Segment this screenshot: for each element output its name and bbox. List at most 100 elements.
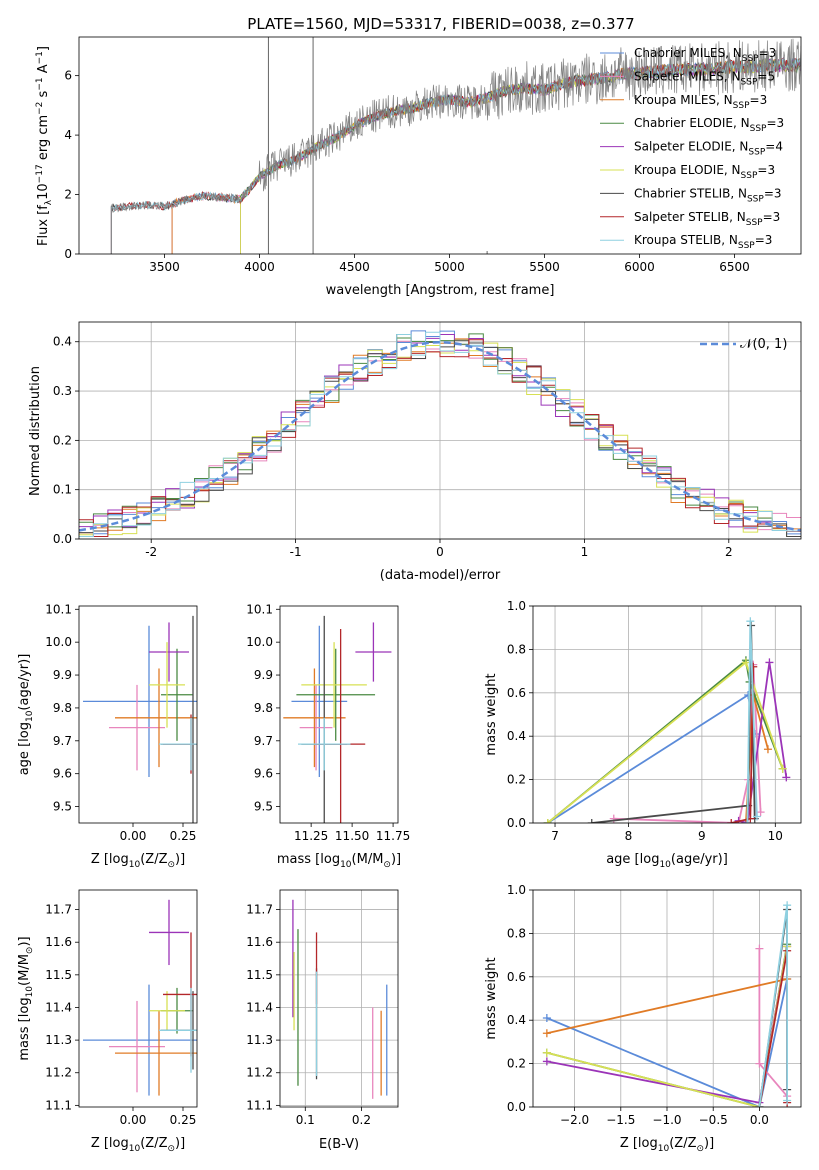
- weight-vs-Z-panel: −2.0 −1.5 −1.0 −0.5 0.0 0.0 0.2 0.4 0.6 0.8 1.0 Z […: [484, 883, 802, 1154]
- weight-marker: [783, 1096, 792, 1105]
- age-vs-mass-frame: 11.25 11.50 11.75 9.5 9.6 9.7 9.8 9.9 10.0 10.1 ma…: [246, 602, 410, 870]
- mass-vs-EBV-panel: 0.1 0.2 11.1 11.2 11.3 11.4 11.5 11.6 11.7 E(B-V): [246, 889, 399, 1152]
- y-tick-label: 11.6: [246, 935, 273, 949]
- weight-line-kroupa-stelib: [758, 905, 788, 1107]
- age-vs-Z-frame: 0.00 0.25 9.5 9.6 9.7 9.8 9.9 10.0 10.1 Z [log10(…: [17, 602, 198, 870]
- spectrum-panel: 3500 4000 4500 5000 5500 6000 6500 0 2 4 6 Chabrier…: [35, 36, 802, 298]
- errorbar-point: [83, 984, 197, 1096]
- x-tick-label: 0.2: [352, 1113, 371, 1127]
- x-tick-label: 5000: [434, 260, 465, 274]
- mass-vs-EBV-plot-area: [292, 899, 388, 1099]
- errorbar-point: [115, 1010, 197, 1096]
- age-vs-Z-plot-area: [83, 615, 197, 823]
- mass-vs-Z-y-axis-label: mass [log10(M/M⊙)]: [17, 936, 35, 1060]
- weight-marker: [765, 658, 774, 667]
- mass-vs-Z-x-axis-label: Z [log10(Z/Z⊙)]: [91, 1136, 185, 1154]
- weight-line-salpeter-elodie: [738, 662, 788, 823]
- x-tick-label: 0.25: [170, 1113, 197, 1127]
- weight-vs-Z-frame: −2.0 −1.5 −1.0 −0.5 0.0 0.0 0.2 0.4 0.6 0.8 1.0 Z […: [484, 883, 802, 1154]
- errorbar-point: [159, 987, 197, 1073]
- weight-line-chabrier-miles: [547, 693, 756, 823]
- y-tick-label: 11.3: [45, 1033, 72, 1047]
- legend-entry: Kroupa MILES, NSSP=3: [634, 93, 767, 111]
- x-tick-label: 4500: [339, 260, 370, 274]
- x-tick-label: 0: [436, 545, 444, 559]
- weight-marker: [752, 812, 761, 821]
- residuals-axes-frame: [78, 321, 802, 540]
- errorbar-point: [355, 622, 392, 682]
- y-tick-label: 9.8: [254, 701, 273, 715]
- x-tick-label: −2.0: [560, 1113, 589, 1127]
- y-tick-label: 11.4: [246, 1000, 273, 1014]
- errorbar-point: [115, 668, 197, 768]
- y-tick-label: 0.2: [507, 1057, 526, 1071]
- y-tick-label: 4: [64, 128, 72, 142]
- y-tick-label: 11.5: [45, 968, 72, 982]
- residual-hist-kroupa-stelib: [79, 331, 801, 538]
- weight-line-chabrier-miles: [546, 978, 788, 1107]
- y-tick-label: 0.6: [507, 970, 526, 984]
- x-tick-label: 4000: [244, 260, 275, 274]
- errorbar-point: [149, 642, 185, 728]
- legend-entry: Kroupa STELIB, NSSP=3: [634, 233, 772, 251]
- weight-vs-Z-grid: [533, 889, 801, 1108]
- age-vs-Z-x-axis-label: Z [log10(Z/Z⊙)]: [91, 852, 185, 870]
- mass-vs-EBV-grid: [280, 890, 398, 1107]
- weight-vs-Z-x-axis-label: Z [log10(Z/Z⊙)]: [620, 1136, 714, 1154]
- weight-marker: [741, 658, 750, 667]
- weight-marker: [746, 617, 755, 626]
- age-vs-mass-x-axis-label: mass [log10(M/M⊙)]: [277, 852, 401, 870]
- errorbar-point: [291, 625, 348, 777]
- spectrum-legend: Chabrier MILES, NSSP=3 Salpeter MILES, NS…: [600, 46, 784, 251]
- y-tick-label: 11.5: [246, 968, 273, 982]
- weight-vs-age-y-axis-label: mass weight: [484, 673, 499, 755]
- mass-vs-EBV-x-axis-label: E(B-V): [319, 1137, 359, 1152]
- weight-vs-Z-plot-area: [542, 901, 792, 1107]
- residuals-frame: -2 -1 0 1 2 0.0 0.1 0.2 0.3 0.4 𝒩(0, 1) (data-model…: [28, 321, 802, 583]
- y-tick-label: 6: [64, 69, 72, 83]
- spectrum-y-axis-label: Flux [fλ10−17 erg cm−2 s−1 A−1]: [35, 46, 54, 246]
- x-tick-label: -2: [145, 545, 157, 559]
- x-tick-label: 9: [698, 829, 706, 843]
- y-tick-label: 0: [64, 247, 72, 261]
- y-tick-label: 0.4: [507, 1013, 526, 1027]
- x-tick-label: 10: [768, 829, 783, 843]
- y-tick-label: 1.0: [507, 883, 526, 897]
- weight-marker: [727, 819, 736, 823]
- weight-marker: [763, 745, 772, 754]
- y-tick-label: 11.1: [45, 1098, 72, 1112]
- errorbar-point: [296, 648, 376, 741]
- weight-vs-age-frame: 7 8 9 10 0.0 0.2 0.4 0.6 0.8 1.0 age [log10(age/yr…: [484, 599, 802, 870]
- y-tick-label: 0.0: [507, 1100, 526, 1114]
- model-spectrum-salpeter-miles: [171, 58, 801, 254]
- x-tick-label: 5500: [529, 260, 560, 274]
- residuals-plot-area: [79, 330, 801, 538]
- errorbar-point: [109, 1000, 165, 1093]
- model-spectrum-salpeter-stelib: [110, 57, 801, 254]
- weight-marker: [542, 1014, 551, 1023]
- y-tick-label: 11.2: [45, 1066, 72, 1080]
- residual-hist-salpeter-stelib: [79, 339, 801, 538]
- mass-vs-Z-axes-frame: [78, 889, 198, 1108]
- weight-marker: [542, 1029, 551, 1038]
- x-tick-label: 6500: [719, 260, 750, 274]
- weight-marker: [778, 764, 787, 773]
- age-vs-Z-y-axis-label: age [log10(age/yr)]: [17, 654, 35, 776]
- residuals-y-axis-label: Normed distribution: [28, 366, 43, 496]
- weight-marker: [755, 1059, 764, 1068]
- errorbar-point: [109, 684, 165, 771]
- x-tick-label: 0.0: [750, 1113, 769, 1127]
- y-tick-label: 11.7: [246, 903, 273, 917]
- weight-vs-age-x-axis-label: age [log10(age/yr)]: [606, 852, 728, 870]
- weight-vs-age-axes-frame: [532, 605, 802, 824]
- mass-vs-Z-panel: 0.00 0.25 11.1 11.2 11.3 11.4 11.5 11.6 11.7 Z [l…: [17, 889, 198, 1154]
- legend-entry: Kroupa ELODIE, NSSP=3: [634, 163, 775, 181]
- age-vs-Z-axes-frame: [78, 605, 198, 824]
- y-tick-label: 10.0: [45, 635, 72, 649]
- y-tick-label: 9.7: [254, 734, 273, 748]
- legend-entry: Salpeter ELODIE, NSSP=4: [634, 140, 783, 158]
- y-tick-label: 11.7: [45, 903, 72, 917]
- y-tick-label: 1.0: [507, 599, 526, 613]
- age-vs-mass-panel: 11.25 11.50 11.75 9.5 9.6 9.7 9.8 9.9 10.0 10.1 ma…: [246, 602, 410, 870]
- y-tick-label: 9.5: [254, 800, 273, 814]
